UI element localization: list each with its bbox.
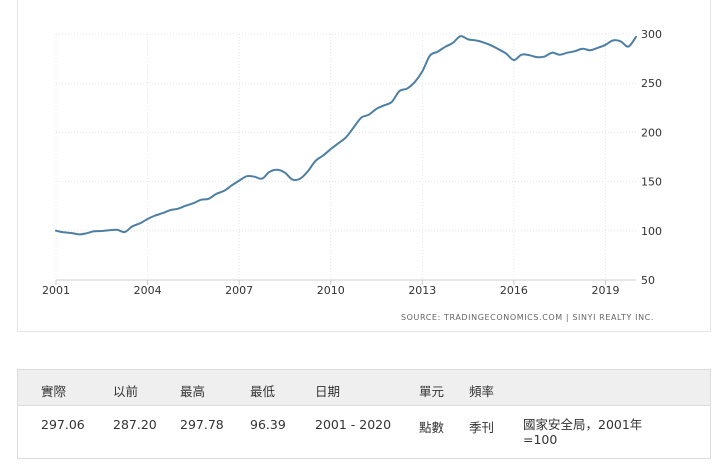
x-tick-label: 2013 [408, 284, 436, 297]
x-tick-label: 2004 [134, 284, 162, 297]
value-frequency: 季刊 [469, 420, 495, 435]
header-lowest: 最低 [250, 384, 276, 399]
y-tick-label: 50 [641, 274, 655, 287]
x-tick-label: 2016 [500, 284, 528, 297]
table-header-row: 實際 以前 最高 最低 日期 單元 頻率 [18, 370, 710, 406]
header-actual: 實際 [41, 384, 67, 399]
grid-lines [55, 33, 636, 281]
value-unit: 點數 [419, 420, 445, 435]
line-chart: 2001 2004 2007 2010 2013 2016 2019 50 100 150 200… [42, 28, 662, 322]
y-tick-label: 150 [641, 176, 662, 189]
header-unit: 單元 [419, 384, 445, 399]
header-dates: 日期 [315, 384, 341, 399]
y-axis: 50 100 150 200 250 300 [641, 28, 662, 287]
y-tick-label: 300 [641, 28, 662, 41]
value-highest: 297.78 [180, 417, 224, 432]
x-tick-label: 2019 [591, 284, 619, 297]
y-tick-label: 200 [641, 126, 662, 139]
source-label: SOURCE: TRADINGECONOMICS.COM | SINYI REA… [401, 313, 654, 322]
value-lowest: 96.39 [250, 417, 286, 432]
value-notes: 國家安全局，2001年=100 [523, 417, 643, 447]
x-tick-label: 2010 [317, 284, 345, 297]
y-tick-label: 100 [641, 225, 662, 238]
header-previous: 以前 [113, 384, 139, 399]
header-frequency: 頻率 [469, 384, 495, 399]
x-tick-label: 2007 [225, 284, 253, 297]
value-dates: 2001 - 2020 [315, 417, 392, 432]
y-tick-label: 250 [641, 77, 662, 90]
header-highest: 最高 [180, 384, 206, 399]
value-actual: 297.06 [41, 417, 85, 432]
x-tick-label: 2001 [42, 284, 70, 297]
value-previous: 287.20 [113, 417, 157, 432]
stats-table: 實際 以前 最高 最低 日期 單元 頻率 297.06 287.20 297.7… [17, 369, 711, 459]
x-axis: 2001 2004 2007 2010 2013 2016 2019 [42, 279, 636, 297]
series-line[interactable] [55, 35, 637, 236]
chart-panel: 2001 2004 2007 2010 2013 2016 2019 50 100 150 200… [17, 0, 711, 332]
